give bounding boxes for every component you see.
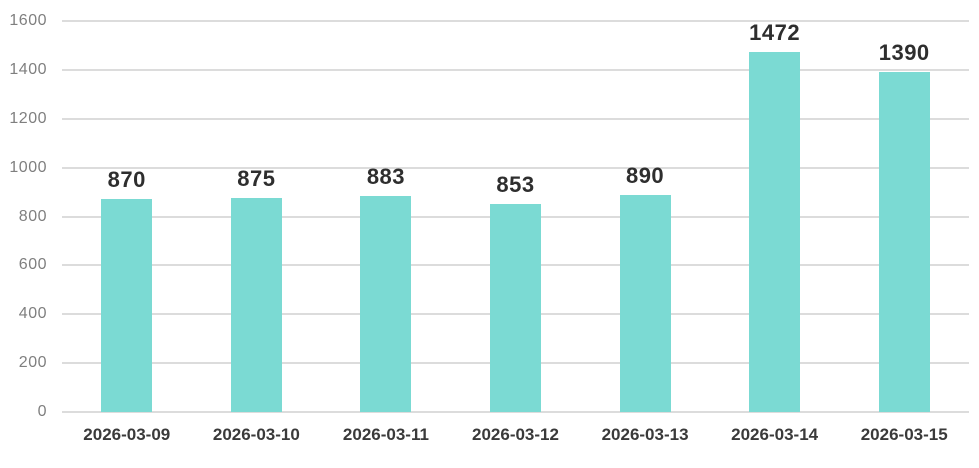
bar-value-label: 883 — [366, 164, 406, 190]
bar — [619, 194, 671, 412]
y-axis-tick-label: 1000 — [9, 158, 47, 176]
bar — [101, 199, 153, 412]
x-axis-category-label: 2026-03-13 — [601, 425, 689, 444]
x-axis-category-label: 2026-03-15 — [860, 425, 948, 444]
bar-value-label: 870 — [107, 167, 146, 193]
gridline — [62, 411, 969, 413]
gridline — [62, 20, 969, 22]
y-axis-tick-label: 600 — [18, 256, 47, 274]
bar — [490, 203, 541, 412]
gridline — [62, 117, 969, 120]
x-axis-category-label: 2026-03-14 — [731, 425, 819, 444]
y-axis-tick-label: 1600 — [9, 12, 47, 29]
bar-value-label: 1472 — [749, 20, 801, 46]
bar-value-label: 890 — [625, 162, 665, 188]
gridline — [62, 68, 969, 71]
y-axis-tick-label: 400 — [18, 305, 47, 323]
bar-value-label: 875 — [237, 166, 276, 192]
y-axis-tick-label: 1400 — [9, 60, 47, 78]
bar — [878, 72, 930, 412]
y-axis-tick-label: 0 — [37, 403, 47, 420]
bar — [230, 198, 282, 412]
x-axis-category-label: 2026-03-11 — [342, 425, 429, 444]
x-axis-category-label: 2026-03-09 — [83, 425, 171, 444]
y-axis-tick-label: 200 — [18, 354, 47, 372]
gridline — [62, 166, 969, 169]
bar — [749, 52, 801, 412]
bar — [360, 196, 412, 412]
x-axis-category-label: 2026-03-12 — [472, 425, 559, 444]
x-axis-category-label: 2026-03-10 — [212, 425, 300, 444]
y-axis-tick-label: 1200 — [9, 109, 47, 127]
bar-value-label: 853 — [496, 171, 535, 197]
plot-area: 870 875 883 853 890 1472 1390 — [62, 20, 969, 413]
bar-value-label: 1390 — [878, 40, 930, 66]
y-axis-tick-label: 800 — [18, 207, 47, 225]
